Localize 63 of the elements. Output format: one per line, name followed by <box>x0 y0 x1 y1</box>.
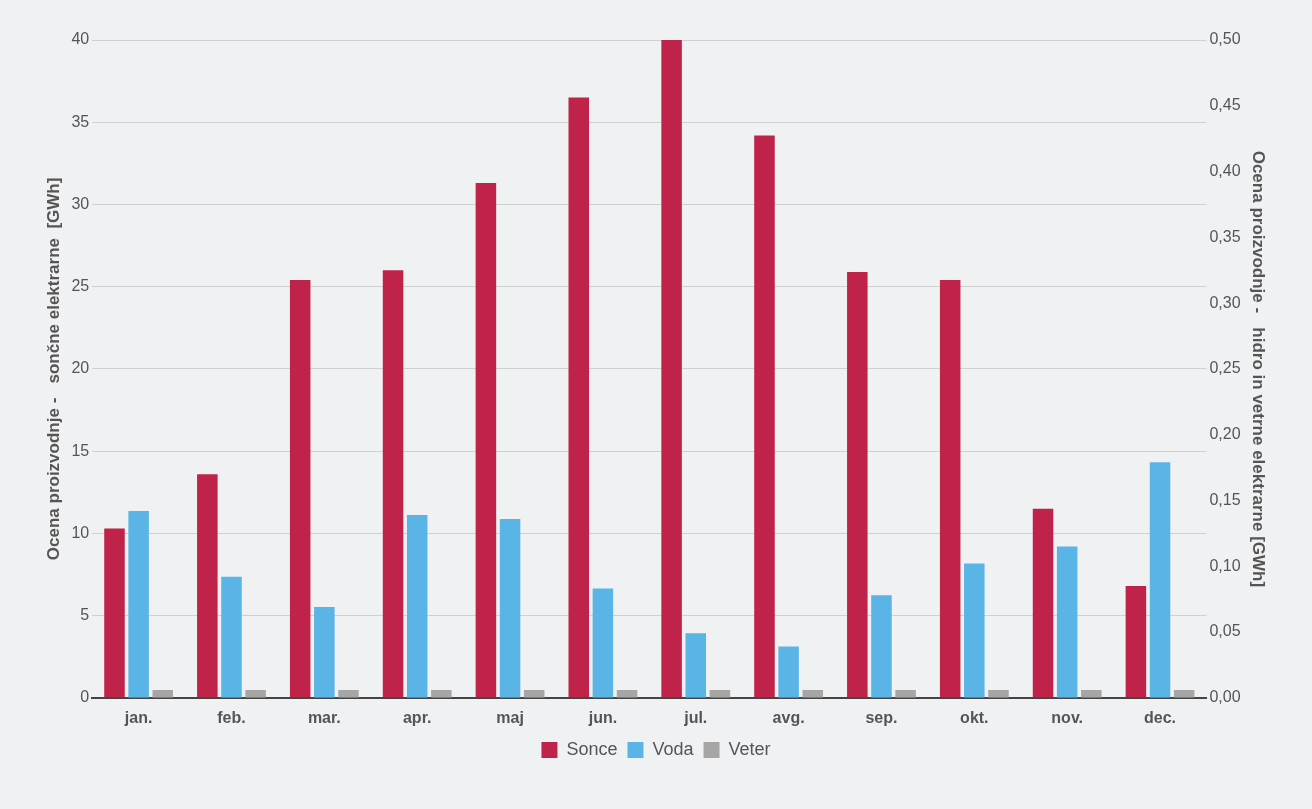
bar <box>128 510 149 698</box>
y2-tick-label: 0,10 <box>1209 556 1241 574</box>
y-tick-label: 40 <box>71 30 90 48</box>
x-tick-label: feb. <box>217 708 246 726</box>
y2-tick-label: 0,05 <box>1209 622 1241 640</box>
y-tick-label: 0 <box>80 688 90 706</box>
bar <box>778 646 799 698</box>
bar <box>1081 689 1102 698</box>
bar <box>802 689 824 698</box>
x-tick-label: apr. <box>402 708 432 726</box>
y2-tick-label: 0,20 <box>1209 425 1241 443</box>
x-tick-label: mar. <box>307 708 341 726</box>
y-tick-label: 35 <box>71 112 90 130</box>
bar <box>685 633 707 698</box>
y-tick-label: 5 <box>80 605 90 623</box>
legend-label: Sonce <box>566 738 618 759</box>
y-tick-label: 30 <box>71 194 90 212</box>
bar <box>1149 462 1171 698</box>
bar <box>754 135 775 698</box>
bar <box>314 607 335 698</box>
y-tick-label: 20 <box>71 359 90 377</box>
y2-axis-title: Ocena proizvodnje - hidro in vetrne elektrarne [GWh] <box>1249 150 1269 588</box>
x-tick-label: jul. <box>683 708 708 726</box>
y-tick-label: 10 <box>71 523 90 541</box>
y-tick-label: 25 <box>71 277 90 295</box>
x-tick-label: jun. <box>587 708 618 726</box>
bar <box>245 689 266 698</box>
x-tick-label: okt. <box>960 708 989 726</box>
bar <box>289 280 311 698</box>
y2-tick-label: 0,50 <box>1209 30 1241 48</box>
x-tick-label: sep. <box>865 708 898 726</box>
bar <box>871 595 892 698</box>
y2-tick-label: 0,25 <box>1209 359 1241 377</box>
x-tick-label: avg. <box>772 708 805 726</box>
y2-tick-label: 0,45 <box>1209 96 1241 114</box>
x-tick-label: maj <box>496 708 524 726</box>
legend-label: Veter <box>728 738 771 759</box>
bar <box>895 689 916 698</box>
bar <box>661 40 682 698</box>
bar <box>475 183 497 698</box>
x-tick-label: jan. <box>123 708 153 726</box>
y2-tick-label: 0,30 <box>1209 293 1241 311</box>
bar <box>939 280 961 698</box>
y-axis-title: Ocena proizvodnje - sončne elektrarne [GWh] <box>43 177 63 561</box>
bar <box>964 563 985 698</box>
x-tick-label: nov. <box>1051 708 1084 726</box>
y2-tick-label: 0,00 <box>1209 688 1241 706</box>
bar <box>431 689 452 698</box>
y2-tick-label: 0,40 <box>1209 161 1241 179</box>
y2-tick-label: 0,35 <box>1209 227 1241 245</box>
bar <box>221 576 242 698</box>
y2-tick-label: 0,15 <box>1209 490 1241 508</box>
bar <box>568 97 590 698</box>
legend-label: Voda <box>652 738 695 759</box>
bar <box>847 271 868 698</box>
bar <box>104 528 125 698</box>
bar <box>592 588 614 698</box>
x-tick-label: dec. <box>1144 708 1177 726</box>
y-tick-label: 15 <box>71 441 90 459</box>
bar <box>988 689 1009 698</box>
bar <box>382 270 404 698</box>
bar <box>197 474 218 698</box>
bar <box>338 689 359 698</box>
